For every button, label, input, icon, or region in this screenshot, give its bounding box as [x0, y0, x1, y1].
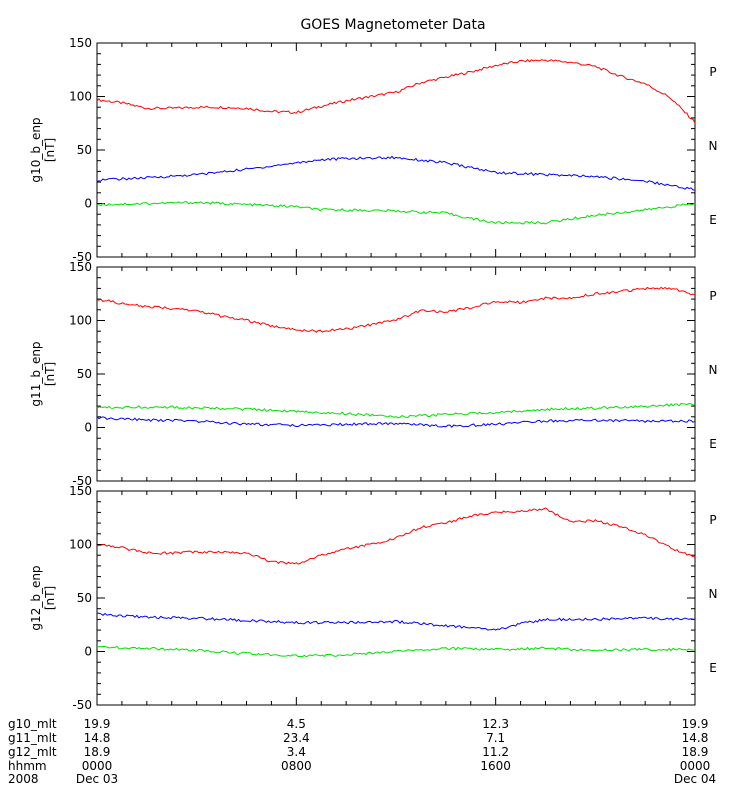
- series-N-line: [96, 402, 696, 419]
- y-tick-label: -50: [72, 250, 92, 264]
- legend-N: N: [709, 139, 718, 153]
- series-P-line: [96, 286, 696, 333]
- panel-2-frame: [96, 266, 696, 482]
- y-tick-label: 0: [84, 421, 92, 435]
- legend-E: E: [709, 213, 717, 227]
- y-axis-unit: [nT]: [43, 586, 57, 610]
- y-tick-label: 50: [77, 143, 92, 157]
- y-tick-label: 150: [69, 484, 92, 498]
- panel-3-frame: [96, 490, 696, 706]
- y-tick-label: 100: [69, 538, 92, 552]
- series-E-line: [96, 416, 696, 428]
- y-tick-label: -50: [72, 698, 92, 712]
- y-tick-label: 50: [77, 591, 92, 605]
- y-tick-label: 50: [77, 367, 92, 381]
- y-tick-label: 0: [84, 197, 92, 211]
- panel-1-frame: [96, 42, 696, 258]
- y-axis-unit: [nT]: [43, 138, 57, 162]
- series-N-line: [96, 645, 696, 658]
- series-P-line: [96, 58, 696, 124]
- y-tick-label: 150: [69, 260, 92, 274]
- y-tick-label: 100: [69, 90, 92, 104]
- series-E-line: [96, 612, 696, 631]
- legend-E: E: [709, 661, 717, 675]
- y-tick-label: 150: [69, 36, 92, 50]
- legend-P: P: [709, 65, 716, 79]
- y-axis-label: g12_b_enp: [29, 565, 43, 630]
- series-E-line: [96, 155, 696, 191]
- legend-E: E: [709, 437, 717, 451]
- y-axis-label: g10_b_enp: [29, 117, 43, 182]
- y-tick-label: 0: [84, 645, 92, 659]
- legend-P: P: [709, 289, 716, 303]
- y-axis-unit: [nT]: [43, 362, 57, 386]
- chart-title: GOES Magnetometer Data: [300, 17, 485, 33]
- y-tick-label: -50: [72, 474, 92, 488]
- series-P-line: [96, 507, 696, 565]
- legend-N: N: [709, 363, 718, 377]
- y-tick-label: 100: [69, 314, 92, 328]
- y-axis-label: g11_b_enp: [29, 341, 43, 406]
- series-N-line: [96, 201, 696, 225]
- legend-P: P: [709, 513, 716, 527]
- legend-N: N: [709, 587, 718, 601]
